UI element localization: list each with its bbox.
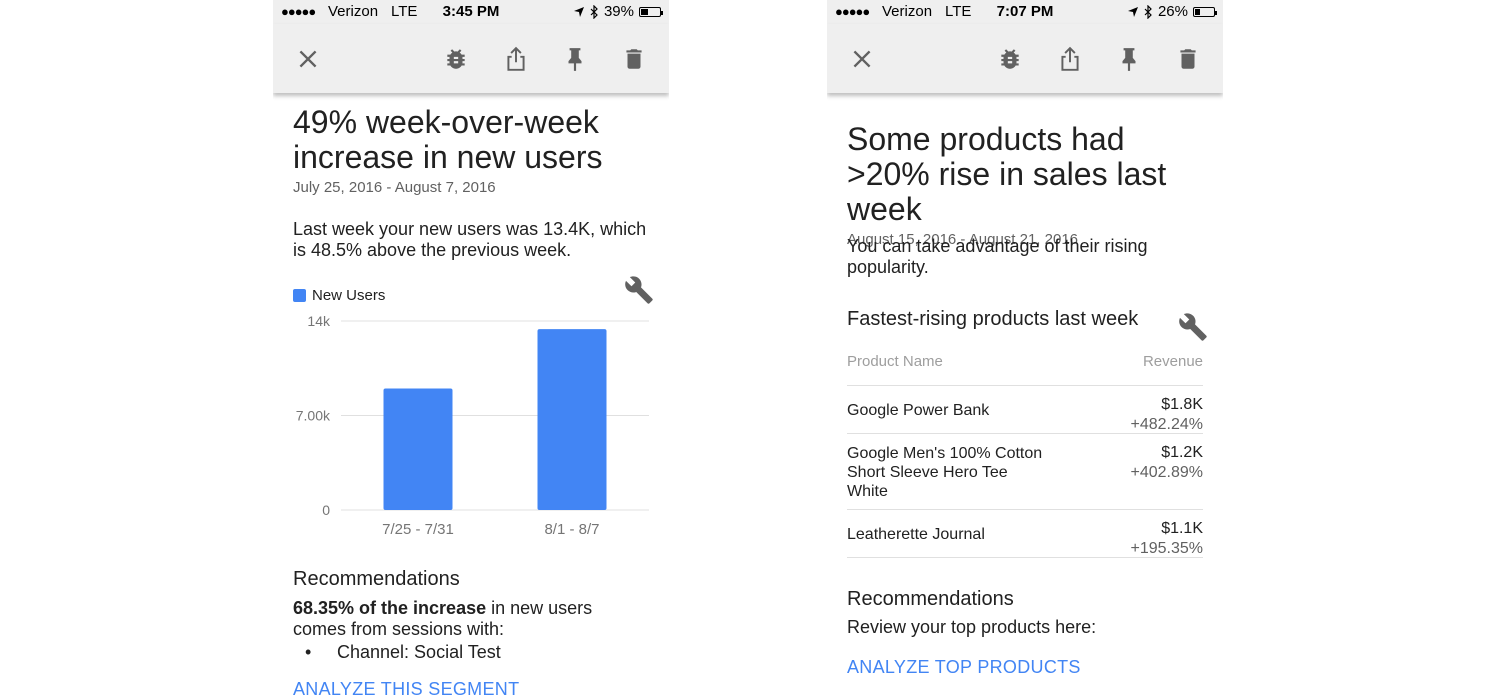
share-icon[interactable] bbox=[501, 44, 531, 74]
bar-0[interactable] bbox=[383, 388, 453, 511]
analyze-products-link[interactable]: ANALYZE TOP PRODUCTS bbox=[847, 657, 1081, 677]
battery-percent: 39% bbox=[603, 3, 634, 20]
revenue-value: $1.1K bbox=[1161, 520, 1203, 537]
insight-summary: You can take advantage of their rising p… bbox=[847, 236, 1148, 277]
product-name: Google Power Bank bbox=[847, 402, 990, 419]
status-time: 3:45 PM bbox=[442, 3, 500, 20]
pin-icon[interactable] bbox=[1114, 44, 1144, 74]
bluetooth-icon bbox=[590, 4, 598, 19]
x-tick-label: 7/25 - 7/31 bbox=[382, 521, 454, 538]
bullet-dot: • bbox=[305, 642, 312, 662]
battery-percent: 26% bbox=[1157, 3, 1188, 20]
table-header-row: Product Name Revenue bbox=[847, 352, 1203, 386]
col-header-revenue: Revenue bbox=[1142, 353, 1203, 370]
date-range: July 25, 2016 - August 7, 2016 bbox=[293, 179, 496, 196]
insight-headline: Some products had >20% rise in sales las… bbox=[847, 121, 1167, 227]
status-bar: ●●●●● Verizon LTE 3:45 PM 39% bbox=[273, 0, 669, 24]
battery-icon bbox=[1193, 6, 1217, 17]
y-tick-label: 7.00k bbox=[296, 408, 331, 424]
y-tick-label: 0 bbox=[322, 502, 330, 518]
recommendations-title: Recommendations bbox=[847, 588, 1014, 610]
recommendations-title: Recommendations bbox=[293, 568, 460, 590]
revenue-change: +402.89% bbox=[1130, 464, 1203, 481]
insight-headline: 49% week-over-week increase in new users bbox=[293, 104, 603, 175]
insight-summary: Last week your new users was 13.4K, whic… bbox=[293, 219, 647, 260]
delete-icon[interactable] bbox=[619, 44, 649, 74]
product-revenue: $1.2K +402.89% bbox=[1130, 443, 1203, 483]
new-users-bar-chart: 0 7.00k 14k 7/25 - 7/31 8/1 - 8/7 bbox=[296, 313, 649, 538]
close-icon[interactable] bbox=[293, 44, 323, 74]
share-icon[interactable] bbox=[1055, 44, 1085, 74]
network-type: LTE bbox=[391, 3, 418, 20]
chart-legend: New Users bbox=[293, 287, 385, 304]
bluetooth-icon bbox=[1144, 4, 1152, 19]
insight-header: Some products had >20% rise in sales las… bbox=[847, 121, 1203, 249]
card-toolbar bbox=[273, 24, 669, 93]
col-header-product: Product Name bbox=[847, 353, 943, 370]
table-title: Fastest-rising products last week bbox=[847, 308, 1139, 330]
wrench-icon[interactable] bbox=[1178, 312, 1208, 342]
table-row[interactable]: Leatherette Journal $1.1K +195.35% bbox=[847, 510, 1203, 558]
recommendations-section: Recommendations 68.35% of the increase i… bbox=[293, 568, 649, 663]
x-tick-label: 8/1 - 8/7 bbox=[544, 521, 599, 538]
recommendations-section: Recommendations Review your top products… bbox=[847, 588, 1203, 638]
table-row[interactable]: Google Power Bank $1.8K +482.24% bbox=[847, 386, 1203, 434]
date-range: August 15, 2016 - August 21, 2016 bbox=[847, 231, 1079, 248]
segment-bullet: • Channel: Social Test bbox=[293, 642, 649, 663]
table-row[interactable]: Google Men's 100% Cotton Short Sleeve He… bbox=[847, 434, 1203, 510]
y-tick-label: 14k bbox=[307, 313, 331, 329]
insight-header: 49% week-over-week increase in new users… bbox=[293, 104, 649, 197]
location-arrow-icon bbox=[573, 6, 584, 17]
bug-icon[interactable] bbox=[441, 44, 471, 74]
recommendations-rest: in new users comes from sessions with: bbox=[293, 598, 593, 639]
insight-card-top-products: ●●●●● Verizon LTE 7:07 PM 26% Some produ… bbox=[827, 0, 1223, 700]
delete-icon[interactable] bbox=[1173, 44, 1203, 74]
network-type: LTE bbox=[945, 3, 972, 20]
legend-label: New Users bbox=[312, 287, 386, 304]
signal-strength: ●●●●● bbox=[835, 4, 870, 19]
close-icon[interactable] bbox=[847, 44, 877, 74]
product-name: Leatherette Journal bbox=[847, 526, 985, 543]
recommendations-text: 68.35% of the increase in new users come… bbox=[293, 598, 649, 640]
status-bar: ●●●●● Verizon LTE 7:07 PM 26% bbox=[827, 0, 1223, 24]
status-time: 7:07 PM bbox=[996, 3, 1054, 20]
pin-icon[interactable] bbox=[560, 44, 590, 74]
insight-card-new-users: ●●●●● Verizon LTE 3:45 PM 39% 49% week-o… bbox=[273, 0, 669, 700]
wrench-icon[interactable] bbox=[624, 275, 654, 305]
recommendations-bold-lead: 68.35% of the increase bbox=[293, 598, 487, 618]
card-toolbar bbox=[827, 24, 1223, 93]
bug-icon[interactable] bbox=[995, 44, 1025, 74]
bar-1[interactable] bbox=[537, 329, 607, 510]
location-arrow-icon bbox=[1127, 6, 1138, 17]
product-name: Google Men's 100% Cotton Short Sleeve He… bbox=[847, 445, 1043, 500]
product-revenue: $1.1K +195.35% bbox=[1130, 519, 1203, 559]
product-revenue: $1.8K +482.24% bbox=[1130, 395, 1203, 435]
carrier-name: Verizon bbox=[328, 3, 379, 20]
recommendations-text: Review your top products here: bbox=[847, 617, 1097, 637]
segment-label: Channel: Social Test bbox=[337, 642, 501, 662]
revenue-change: +195.35% bbox=[1130, 540, 1203, 557]
battery-icon bbox=[639, 6, 663, 17]
revenue-change: +482.24% bbox=[1130, 416, 1203, 433]
legend-swatch bbox=[293, 289, 306, 302]
revenue-value: $1.8K bbox=[1161, 396, 1203, 413]
analyze-segment-link[interactable]: ANALYZE THIS SEGMENT bbox=[293, 679, 520, 699]
signal-strength: ●●●●● bbox=[281, 4, 316, 19]
status-indicators: 39% bbox=[573, 3, 663, 20]
status-indicators: 26% bbox=[1127, 3, 1217, 20]
revenue-value: $1.2K bbox=[1161, 444, 1203, 461]
carrier-name: Verizon bbox=[882, 3, 933, 20]
